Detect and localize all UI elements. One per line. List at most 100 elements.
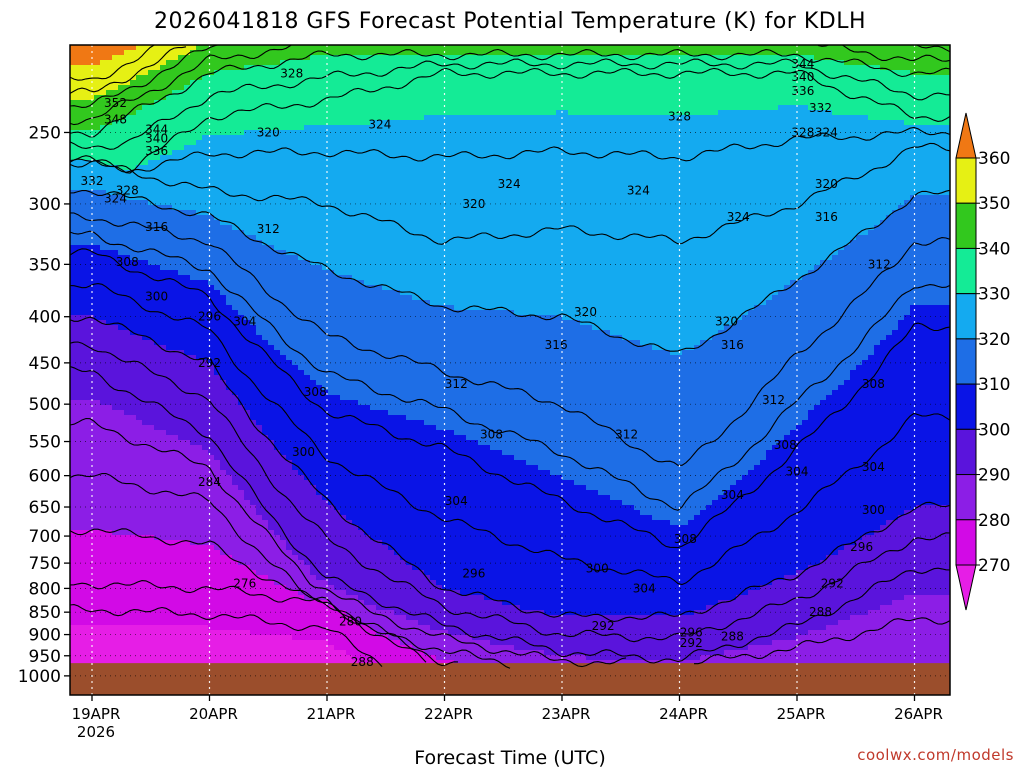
contour-label: 340 <box>791 70 814 84</box>
contour-label: 304 <box>633 581 656 595</box>
contour-label: 280 <box>339 614 362 628</box>
contour-label: 300 <box>586 561 609 575</box>
contour-label: 312 <box>445 377 468 391</box>
contour-label: 324 <box>627 184 650 198</box>
contour-label: 300 <box>862 503 885 517</box>
isentrope-line-276 <box>70 580 427 663</box>
contour-label: 348 <box>104 113 127 127</box>
contour-label: 292 <box>680 636 703 650</box>
contour-label: 340 <box>145 132 168 146</box>
isentrope-line-344 <box>70 45 950 126</box>
contour-label: 312 <box>762 393 785 407</box>
x-tick-label: 21APR <box>307 705 356 723</box>
colorbar-label: 320 <box>978 330 1010 350</box>
colorbar-label: 270 <box>978 556 1010 576</box>
colorbar-label: 300 <box>978 420 1010 440</box>
colorbar-segment <box>955 202 977 249</box>
isentrope-line-304 <box>70 283 950 586</box>
y-tick-label: 500 <box>29 395 61 415</box>
contour-label: 320 <box>574 305 597 319</box>
isentrope-line-340 <box>70 48 950 138</box>
contour-label: 288 <box>351 655 374 669</box>
contour-label: 300 <box>145 290 168 304</box>
isentrope-line-300 <box>70 316 950 623</box>
x-tick-label: 19APR <box>72 705 121 723</box>
isentrope-line-292 <box>70 365 950 664</box>
contour-label: 328 <box>116 184 139 198</box>
x-tick-label: 23APR <box>542 705 591 723</box>
contour-label: 296 <box>680 625 703 639</box>
x-tick-label: 25APR <box>777 705 826 723</box>
contour-label: 320 <box>715 315 738 329</box>
contour-label: 336 <box>145 144 168 158</box>
contour-label: 344 <box>791 57 814 71</box>
ground-layer <box>70 663 950 695</box>
contour-label: 304 <box>233 315 256 329</box>
isentrope-line-328 <box>70 126 950 173</box>
isentrope-line-312 <box>70 230 950 511</box>
contour-label: 328 <box>280 66 303 80</box>
y-tick-label: 400 <box>29 308 61 328</box>
contour-label: 324 <box>727 210 750 224</box>
isentrope-contours <box>70 45 950 669</box>
isentrope-line-332 <box>70 67 950 174</box>
credit-text[interactable]: coolwx.com/models <box>857 746 1014 764</box>
contour-label: 304 <box>445 494 468 508</box>
colorbar-label: 350 <box>978 194 1010 214</box>
plot-area: 3523483443403363323283243163083002962922… <box>70 45 950 695</box>
contour-label: 320 <box>257 125 280 139</box>
colorbar-under-arrow <box>955 564 977 611</box>
contour-label: 352 <box>104 96 127 110</box>
isentrope-line-308 <box>70 248 950 549</box>
contour-label: 336 <box>791 84 814 98</box>
contour-label: 332 <box>809 101 832 115</box>
colorbar-label: 310 <box>978 375 1010 395</box>
contour-label: 344 <box>145 122 168 136</box>
contour-label: 316 <box>145 220 168 234</box>
isentrope-line-352 <box>70 46 187 94</box>
grid-lines <box>70 45 950 695</box>
y-tick-label: 800 <box>29 579 61 599</box>
x-tick-label: 22APR <box>424 705 473 723</box>
colorbar-label: 360 <box>978 149 1010 169</box>
contour-label: 324 <box>368 118 391 132</box>
y-tick-label: 350 <box>29 255 61 275</box>
contour-label: 316 <box>815 210 838 224</box>
contour-label: 312 <box>868 257 891 271</box>
contour-label: 288 <box>721 630 744 644</box>
y-tick-label: 250 <box>29 123 61 143</box>
contour-label: 316 <box>545 338 568 352</box>
contour-label: 300 <box>292 445 315 459</box>
contour-label: 276 <box>233 576 256 590</box>
isentrope-line-356 <box>70 45 158 81</box>
contour-label: 324 <box>815 125 838 139</box>
isentrope-line-272 <box>70 604 383 667</box>
isentrope-line-336 <box>70 58 950 150</box>
y-tick-label: 300 <box>29 195 61 215</box>
isentrope-line-280 <box>70 528 459 667</box>
colorbar: 270 280 290 300 310 320 330 340 350 360 <box>955 112 1010 611</box>
colorbar-segment <box>955 338 977 385</box>
colorbar-segment <box>955 428 977 476</box>
x-axis: 19APR 20APR 21APR 22APR 23APR 24APR 25APR 26APR… <box>72 695 943 741</box>
isentrope-line-348 <box>70 45 950 108</box>
x-tick-label: 20APR <box>189 705 238 723</box>
contour-labels: 3523483443403363323283243163083002962922… <box>81 57 891 669</box>
contour-label: 324 <box>104 192 127 206</box>
y-tick-label: 450 <box>29 354 61 374</box>
contour-label: 292 <box>821 576 844 590</box>
y-tick-label: 600 <box>29 467 61 487</box>
contour-label: 292 <box>592 619 615 633</box>
contour-label: 308 <box>116 255 139 269</box>
x-tick-label: 24APR <box>659 705 708 723</box>
contour-label: 316 <box>721 338 744 352</box>
y-axis: 250 300 350 400 450 500 550 600 650 700 750 800 850 9… <box>18 123 70 687</box>
isentrope-line-284 <box>70 472 511 669</box>
contour-label: 332 <box>81 174 104 188</box>
contour-label: 296 <box>462 566 485 580</box>
contour-label: 292 <box>198 356 221 370</box>
colorbar-segment <box>955 157 977 204</box>
x-tick-year-label: 2026 <box>77 723 115 741</box>
y-tick-label: 850 <box>29 603 61 623</box>
